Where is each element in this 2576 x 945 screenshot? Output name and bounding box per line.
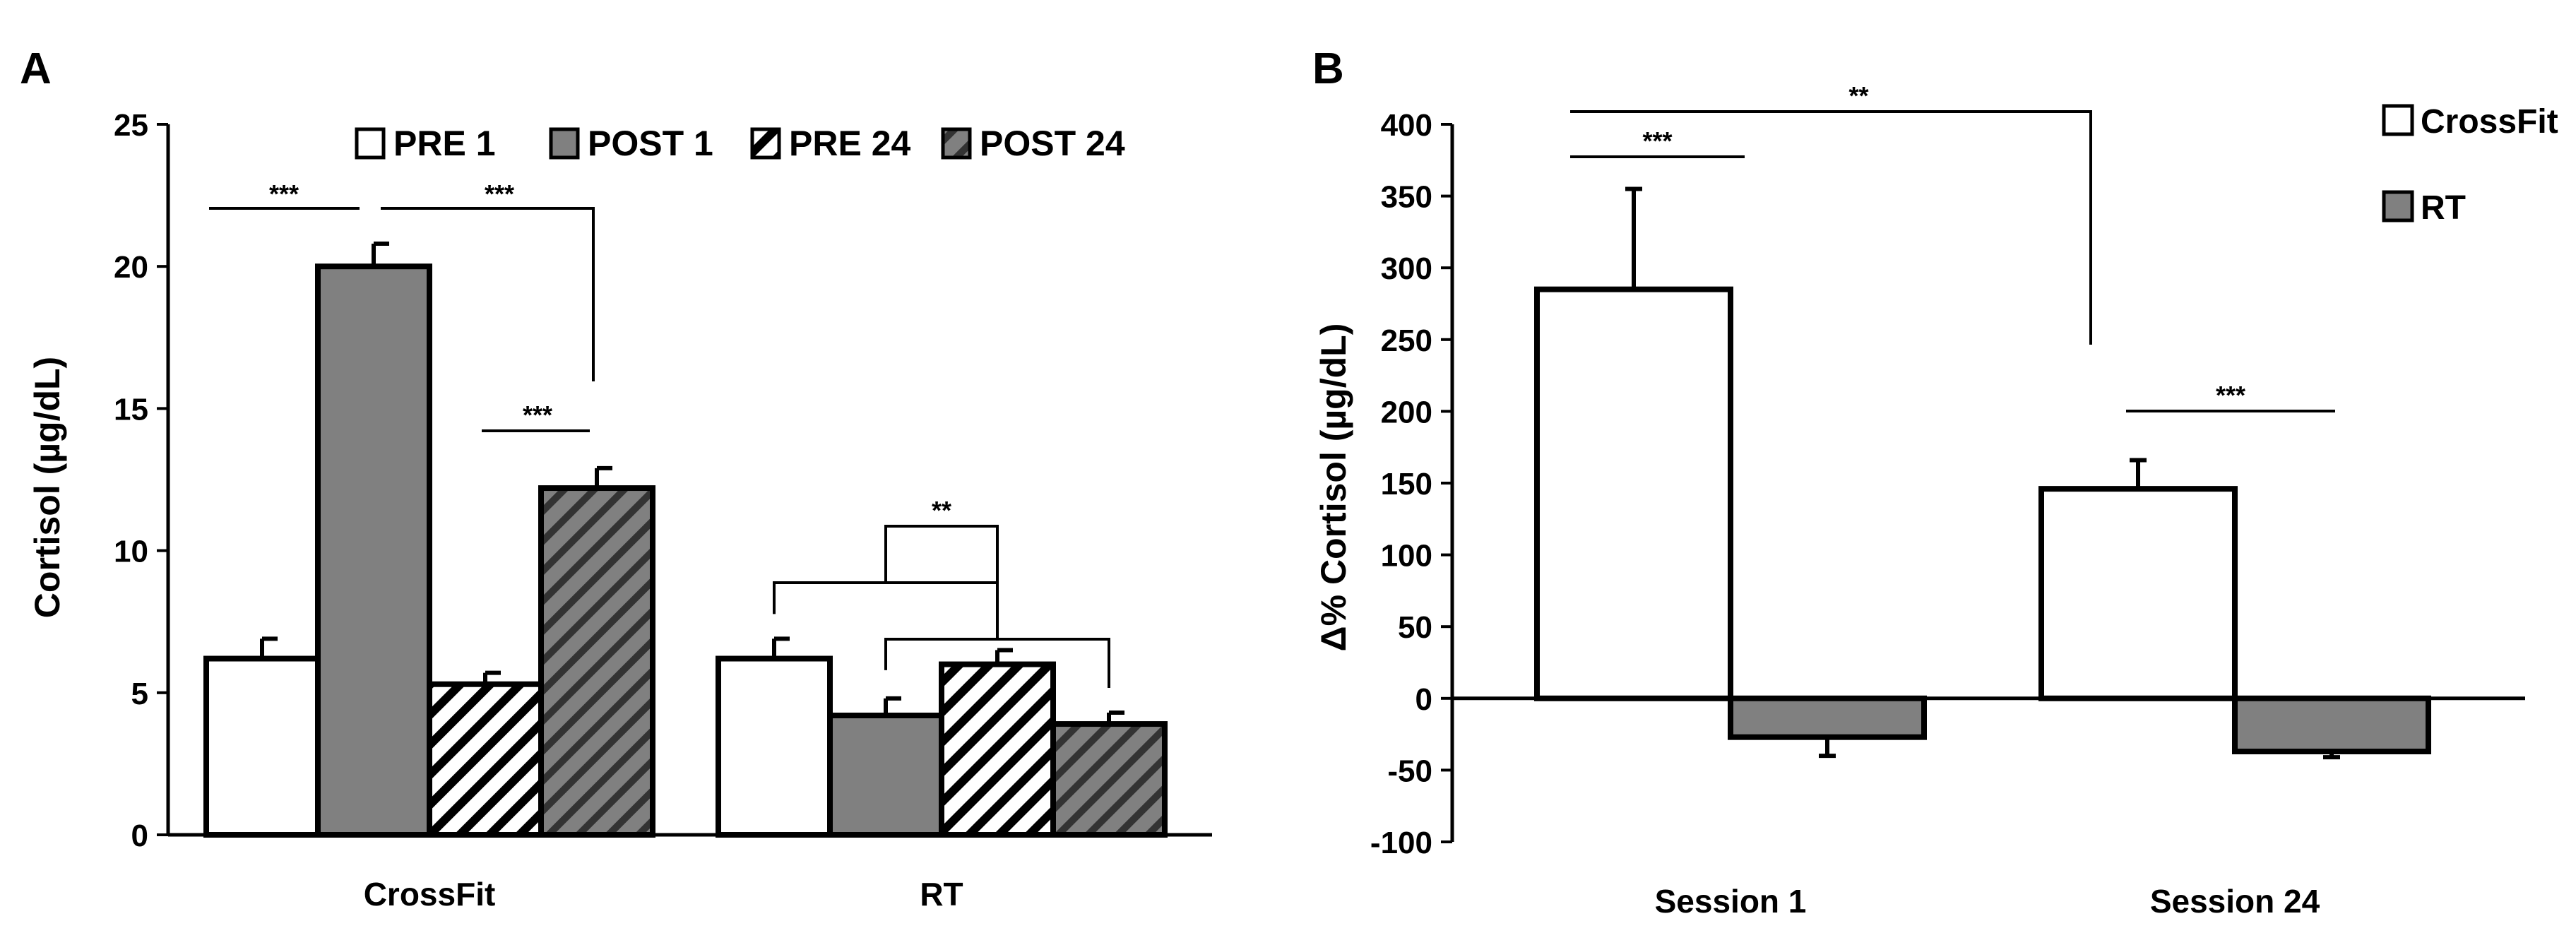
legend-swatch [2382, 104, 2414, 136]
panel-a-legend: PRE 1 POST 1 PRE 24 POST 24 [355, 124, 1125, 163]
legend-label: POST 1 [588, 124, 713, 163]
significance-bracket [773, 581, 999, 619]
y-tick-label: 0 [1415, 682, 1432, 717]
significance-line [381, 207, 595, 381]
y-tick-label: 0 [131, 819, 148, 853]
significance-label: *** [1642, 126, 1672, 155]
legend-label: POST 24 [980, 124, 1125, 163]
panel-b-significance: ******** [1570, 81, 2335, 412]
y-tick-label: 15 [114, 392, 148, 427]
panel-a-axes [166, 124, 1212, 837]
y-tick-label: -100 [1370, 826, 1432, 860]
panel-a-ylabel: Cortisol (µg/dL) [28, 357, 67, 618]
legend-label: PRE 1 [393, 124, 496, 163]
legend-label: CrossFit [2421, 103, 2558, 141]
legend-swatch [549, 127, 580, 160]
panel-b-axes [1450, 124, 2525, 842]
bar [427, 681, 544, 838]
significance-label: *** [269, 179, 299, 208]
panel-b-y-ticks: -100 -50 0 50 100 150 200 250 300 350 400 [1370, 108, 1452, 860]
bar [1050, 721, 1168, 838]
y-tick-label: 10 [114, 535, 148, 569]
bar [716, 655, 833, 838]
legend-swatch [750, 127, 781, 160]
bar [1728, 695, 1927, 740]
significance-line [1570, 110, 2092, 345]
bar [315, 263, 432, 838]
bar [2038, 486, 2238, 701]
legend-swatch [2382, 190, 2414, 222]
y-tick-label: 400 [1381, 108, 1432, 143]
x-category-label: CrossFit [364, 876, 496, 913]
legend-label: RT [2421, 189, 2466, 227]
bar [1534, 286, 1733, 701]
y-tick-label: 25 [114, 108, 148, 143]
legend-swatch [355, 127, 386, 160]
panel-a-significance: *** ******** [209, 179, 1110, 688]
bar [939, 661, 1056, 838]
y-tick-label: 300 [1381, 251, 1432, 286]
y-tick-label: 150 [1381, 467, 1432, 501]
y-tick-label: 50 [1398, 610, 1432, 645]
significance-label: *** [485, 179, 514, 208]
bar [2232, 695, 2431, 754]
x-category-label: Session 1 [1655, 883, 1807, 920]
panel-b-bars [1534, 186, 2431, 760]
panel-a-y-ticks: 0 5 10 15 20 25 [114, 108, 168, 853]
panel-b-legend: CrossFit RT [2382, 103, 2558, 227]
panel-b-ylabel: Δ% Cortisol (µg/dL) [1314, 323, 1353, 652]
x-category-label: RT [920, 876, 963, 913]
significance-label: ** [1848, 81, 1868, 110]
y-tick-label: -50 [1387, 754, 1432, 788]
legend-label: PRE 24 [789, 124, 911, 163]
significance-label: ** [932, 496, 951, 525]
x-category-label: Session 24 [2150, 883, 2320, 920]
y-tick-label: 5 [131, 677, 148, 711]
legend-swatch [941, 127, 972, 160]
bar [538, 485, 655, 838]
bar [827, 712, 944, 838]
panel-b-label: B [1312, 44, 1344, 93]
panel-a-label: A [20, 44, 52, 93]
panel-b: B Δ% Cortisol (µg/dL) -100 -50 0 50 100 150 20… [1312, 44, 2558, 920]
y-tick-label: 200 [1381, 395, 1432, 429]
panel-a-x-categories: CrossFit RT [364, 876, 963, 913]
y-tick-label: 20 [114, 250, 148, 285]
panel-b-x-categories: Session 1 Session 24 [1655, 883, 2320, 920]
bar [203, 655, 321, 838]
y-tick-label: 100 [1381, 539, 1432, 573]
significance-label: *** [523, 400, 552, 429]
significance-label: *** [2216, 381, 2245, 410]
y-tick-label: 250 [1381, 323, 1432, 358]
panel-a-bars [203, 242, 1168, 838]
significance-bracket [884, 525, 999, 639]
y-tick-label: 350 [1381, 180, 1432, 215]
